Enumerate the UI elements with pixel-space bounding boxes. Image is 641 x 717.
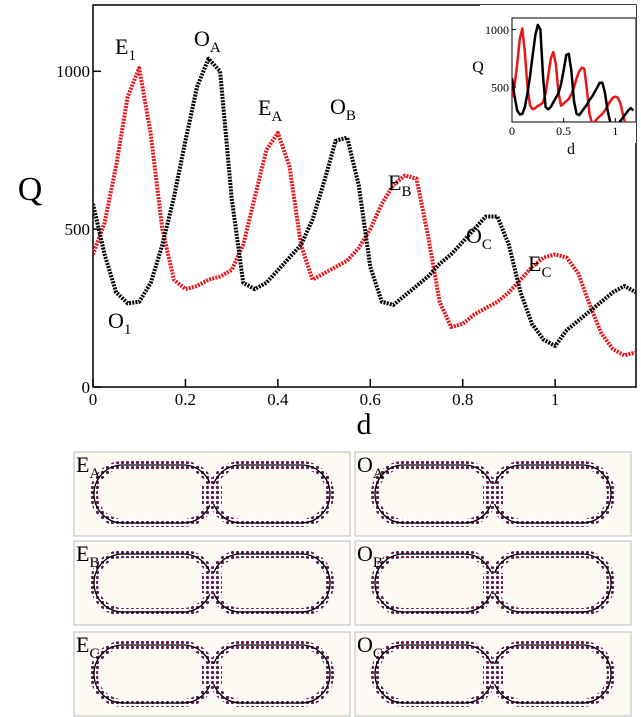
y-tick-label: 500 [65, 220, 91, 239]
annotation: EB [388, 170, 411, 200]
cavity-outline [492, 553, 612, 613]
label-base: E [258, 95, 271, 120]
series-line [93, 66, 636, 358]
neck-pattern [202, 484, 222, 504]
cavity-outline [492, 464, 612, 524]
label-base: O [108, 308, 124, 333]
label-sub: B [346, 108, 356, 124]
series-line [93, 56, 636, 348]
label-base: E [388, 170, 401, 195]
panel-label: EC [76, 632, 99, 662]
label-base: E [115, 34, 128, 59]
neck-pattern [483, 573, 503, 593]
annotation: O1 [108, 308, 131, 338]
y-tick-label: 500 [491, 81, 509, 95]
plot-frame [511, 17, 637, 123]
cavity-outline [374, 644, 494, 704]
cavity-outline [374, 553, 494, 613]
x-tick-label: 0 [509, 124, 515, 138]
x-tick-label: 0.4 [267, 390, 289, 409]
label-sub: 1 [128, 48, 136, 64]
x-tick-label: 0 [89, 390, 98, 409]
panel-label: EA [76, 452, 100, 482]
inset-y-label: Q [472, 59, 484, 76]
x-axis-label: d [357, 408, 372, 441]
neck-pattern [202, 573, 222, 593]
y-tick-label: 1000 [56, 62, 90, 81]
x-tick-label: 0.5 [556, 124, 571, 138]
inset-x-label: d [567, 141, 575, 158]
y-axis-label: Q [18, 171, 43, 208]
panel-label: EB [76, 541, 99, 571]
label-base: O [194, 26, 210, 51]
label-sub: A [271, 109, 282, 125]
panel-label: OC [357, 632, 383, 662]
y-tick-label: 0 [82, 378, 91, 397]
label-sub: C [373, 646, 383, 662]
cavity-outline [211, 553, 331, 613]
annotation: OB [330, 94, 356, 124]
label-base: O [466, 223, 482, 248]
panel-label: OB [357, 541, 383, 571]
neck-pattern [202, 664, 222, 684]
label-base: O [357, 632, 373, 657]
cavity-outline [492, 644, 612, 704]
label-sub: B [373, 555, 383, 571]
label-base: E [76, 541, 89, 566]
cavity-outline [93, 464, 213, 524]
neck-pattern [483, 664, 503, 684]
x-tick-label: 0.8 [452, 390, 473, 409]
x-tick-label: 1 [612, 124, 618, 138]
x-tick-label: 0.2 [175, 390, 196, 409]
label-sub: A [89, 466, 100, 482]
y-tick-label: 1000 [485, 23, 509, 37]
label-sub: C [482, 237, 492, 253]
annotation: E1 [115, 34, 136, 64]
label-sub: A [373, 466, 384, 482]
neck-pattern [483, 484, 503, 504]
annotation: OC [466, 223, 492, 253]
label-sub: B [401, 184, 411, 200]
series-line [512, 23, 635, 122]
label-sub: 1 [124, 322, 132, 338]
cavity-outline [374, 464, 494, 524]
label-base: O [357, 452, 373, 477]
annotation: OA [194, 26, 221, 56]
panel-label: OA [357, 452, 384, 482]
label-sub: C [541, 265, 551, 281]
annotation: EC [528, 251, 551, 281]
cavity-outline [211, 464, 331, 524]
x-tick-label: 1 [551, 390, 560, 409]
label-base: E [76, 632, 89, 657]
cavity-outline [93, 644, 213, 704]
label-sub: C [89, 646, 99, 662]
x-tick-label: 0.6 [360, 390, 381, 409]
label-base: O [330, 94, 346, 119]
cavity-outline [93, 553, 213, 613]
label-base: O [357, 541, 373, 566]
plot-frame [92, 4, 637, 388]
label-base: E [76, 452, 89, 477]
annotation: EA [258, 95, 282, 125]
cavity-outline [211, 644, 331, 704]
label-sub: A [210, 40, 221, 56]
label-sub: B [89, 555, 99, 571]
label-base: E [528, 251, 541, 276]
